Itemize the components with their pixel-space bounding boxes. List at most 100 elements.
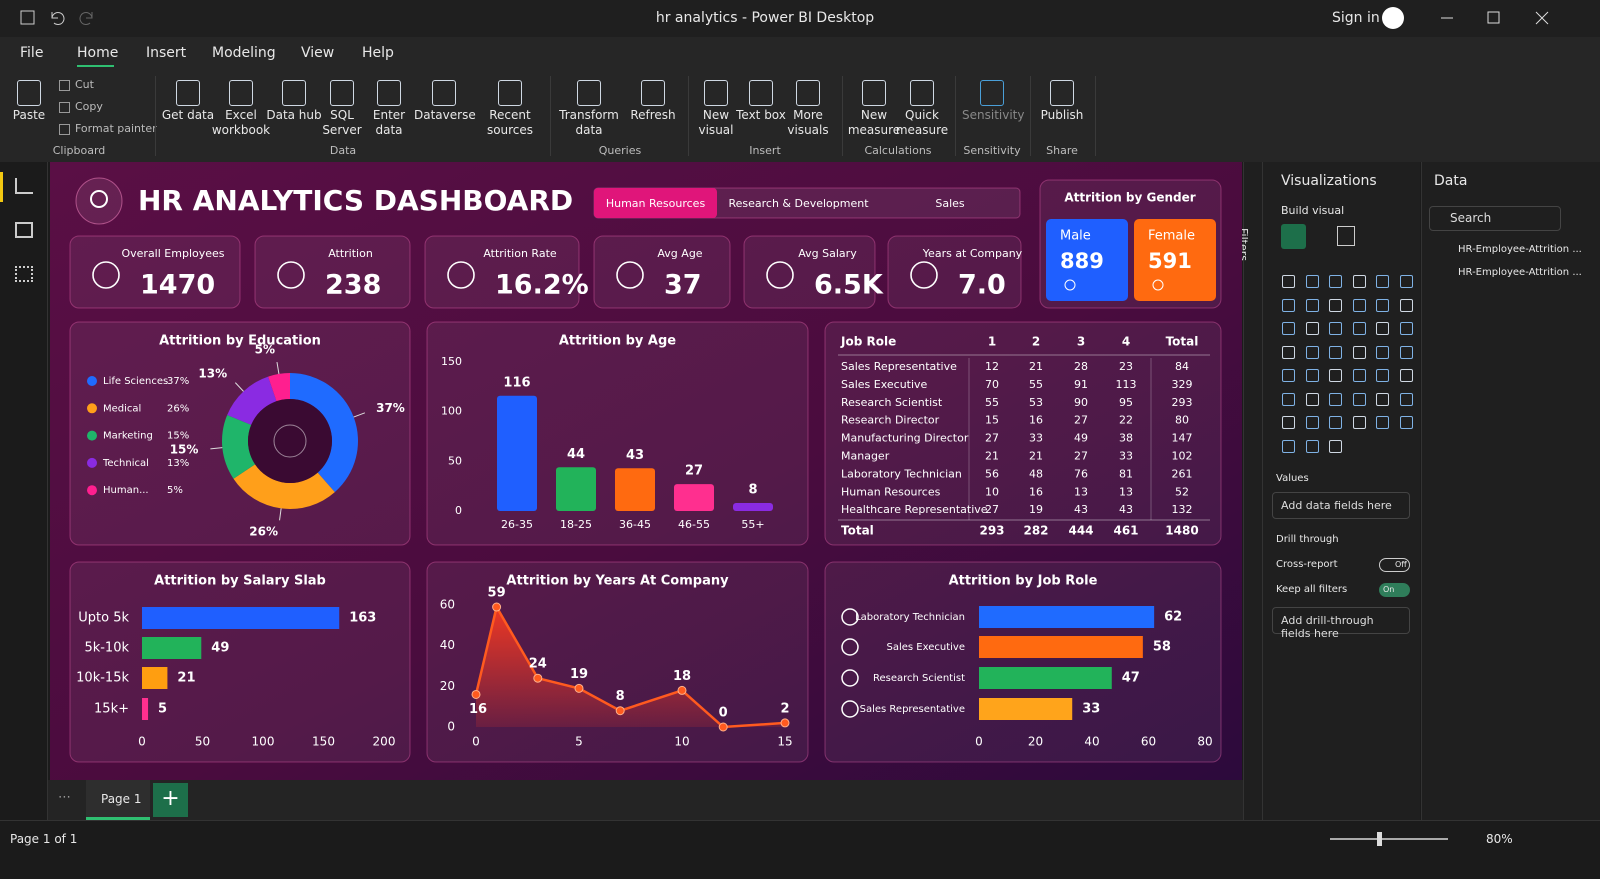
ribbon-item[interactable]: Excel workbook xyxy=(211,108,271,137)
viz-icon[interactable] xyxy=(1376,392,1389,406)
ribbon-icon[interactable] xyxy=(980,80,1004,106)
ribbon-icon[interactable] xyxy=(176,80,200,106)
ribbon-small-icon[interactable] xyxy=(59,124,70,135)
build-visual-icon[interactable] xyxy=(1281,224,1306,249)
add-page[interactable]: + xyxy=(153,783,188,817)
page-tab-label[interactable]: Page 1 xyxy=(101,792,142,806)
ribbon-item[interactable]: Quick measure xyxy=(895,108,949,137)
keep-filters-toggle[interactable]: On xyxy=(1379,583,1410,597)
menu-item[interactable]: Modeling xyxy=(212,45,276,61)
zoom-slider[interactable] xyxy=(1330,838,1448,840)
viz-icon[interactable] xyxy=(1305,345,1319,359)
search-box[interactable]: Search xyxy=(1429,206,1561,231)
viz-icon[interactable] xyxy=(1376,416,1389,429)
viz-icon[interactable] xyxy=(1329,322,1342,335)
viz-icon[interactable] xyxy=(1282,416,1295,429)
save-icon[interactable] xyxy=(20,10,35,25)
ribbon-item[interactable]: Paste xyxy=(12,108,46,122)
ribbon-item[interactable]: Text box xyxy=(736,108,786,122)
viz-icon[interactable] xyxy=(1376,369,1389,382)
menu-item[interactable]: File xyxy=(20,45,44,61)
viz-icon[interactable] xyxy=(1399,275,1413,288)
ribbon-icon[interactable] xyxy=(704,80,728,106)
page-tab[interactable] xyxy=(86,780,150,820)
viz-icon[interactable] xyxy=(1399,369,1413,382)
ribbon-icon[interactable] xyxy=(498,80,522,106)
table-item[interactable]: HR-Employee-Attrition ... xyxy=(1458,244,1582,255)
viz-icon[interactable] xyxy=(1352,298,1366,312)
menu-item[interactable]: Insert xyxy=(146,45,187,61)
viz-icon[interactable] xyxy=(1305,298,1319,312)
values-well[interactable]: Add data fields here xyxy=(1272,492,1410,519)
viz-icon[interactable] xyxy=(1282,322,1295,335)
viz-icon[interactable] xyxy=(1329,298,1342,312)
drill-well[interactable]: Add drill-through fields here xyxy=(1272,607,1410,640)
viz-icon[interactable] xyxy=(1352,322,1366,335)
ribbon-icon[interactable] xyxy=(577,80,601,106)
ribbon-icon[interactable] xyxy=(796,80,820,106)
filters-strip[interactable] xyxy=(1243,162,1262,820)
ribbon-item[interactable]: Enter data xyxy=(372,108,406,137)
ribbon-item[interactable]: SQL Server xyxy=(322,108,362,137)
ribbon-small-icon[interactable] xyxy=(59,102,70,113)
ribbon-item[interactable]: Recent sources xyxy=(486,108,534,137)
viz-icon[interactable] xyxy=(1399,322,1413,335)
viz-icon[interactable] xyxy=(1352,275,1366,288)
viz-icon[interactable] xyxy=(1305,369,1319,382)
menu-item[interactable]: Help xyxy=(362,45,394,61)
ribbon-small-item[interactable]: Format painter xyxy=(75,122,157,135)
ribbon-icon[interactable] xyxy=(229,80,253,106)
tab[interactable]: Human Resources xyxy=(606,197,706,210)
viz-icon[interactable] xyxy=(1329,369,1342,382)
model-view[interactable] xyxy=(15,266,33,282)
ribbon-item[interactable]: New measure xyxy=(847,108,901,137)
ribbon-small-item[interactable]: Cut xyxy=(75,78,94,91)
ribbon-icon[interactable] xyxy=(17,80,41,106)
ribbon-item[interactable]: Get data xyxy=(161,108,215,122)
ribbon-icon[interactable] xyxy=(282,80,306,106)
ribbon-icon[interactable] xyxy=(1050,80,1074,106)
more[interactable]: ⋯ xyxy=(58,790,71,805)
tab[interactable]: Research & Development xyxy=(728,197,869,210)
sign-in[interactable]: Sign in xyxy=(1332,10,1380,26)
viz-icon[interactable] xyxy=(1329,439,1342,453)
viz-icon[interactable] xyxy=(1376,322,1389,335)
tab[interactable]: Sales xyxy=(935,197,965,210)
viz-icon[interactable] xyxy=(1305,392,1319,406)
undo-icon[interactable] xyxy=(51,12,65,25)
ribbon-icon[interactable] xyxy=(330,80,354,106)
menu-item[interactable]: Home xyxy=(77,45,119,61)
viz-icon[interactable] xyxy=(1352,345,1366,359)
ribbon-icon[interactable] xyxy=(749,80,773,106)
viz-icon[interactable] xyxy=(1376,298,1389,312)
viz-icon[interactable] xyxy=(1282,298,1295,312)
viz-icon[interactable] xyxy=(1352,369,1366,382)
viz-icon[interactable] xyxy=(1329,416,1342,429)
zoom-thumb[interactable] xyxy=(1377,832,1382,846)
ribbon-small-item[interactable]: Copy xyxy=(75,100,103,113)
ribbon-icon[interactable] xyxy=(910,80,934,106)
ribbon-item[interactable]: Refresh xyxy=(630,108,676,122)
report-view[interactable] xyxy=(15,178,33,194)
viz-icon[interactable] xyxy=(1329,392,1342,406)
viz-icon[interactable] xyxy=(1399,345,1413,359)
ribbon-icon[interactable] xyxy=(432,80,456,106)
viz-icon[interactable] xyxy=(1282,275,1295,288)
ribbon-small-icon[interactable] xyxy=(59,80,70,91)
ribbon-item[interactable]: Sensitivity xyxy=(962,108,1025,122)
viz-icon[interactable] xyxy=(1399,416,1413,429)
ribbon-icon[interactable] xyxy=(377,80,401,106)
menu-item[interactable]: View xyxy=(301,45,335,61)
ribbon-item[interactable]: Dataverse xyxy=(414,108,476,122)
redo-icon[interactable] xyxy=(79,12,93,25)
ribbon-item[interactable]: Publish xyxy=(1040,108,1084,122)
ribbon-icon[interactable] xyxy=(862,80,886,106)
viz-icon[interactable] xyxy=(1305,322,1319,335)
viz-icon[interactable] xyxy=(1305,275,1319,288)
viz-icon[interactable] xyxy=(1352,416,1366,429)
viz-icon[interactable] xyxy=(1376,345,1389,359)
viz-icon[interactable] xyxy=(1282,392,1295,406)
viz-icon[interactable] xyxy=(1305,416,1319,429)
viz-icon[interactable] xyxy=(1329,275,1342,288)
ribbon-icon[interactable] xyxy=(641,80,665,106)
